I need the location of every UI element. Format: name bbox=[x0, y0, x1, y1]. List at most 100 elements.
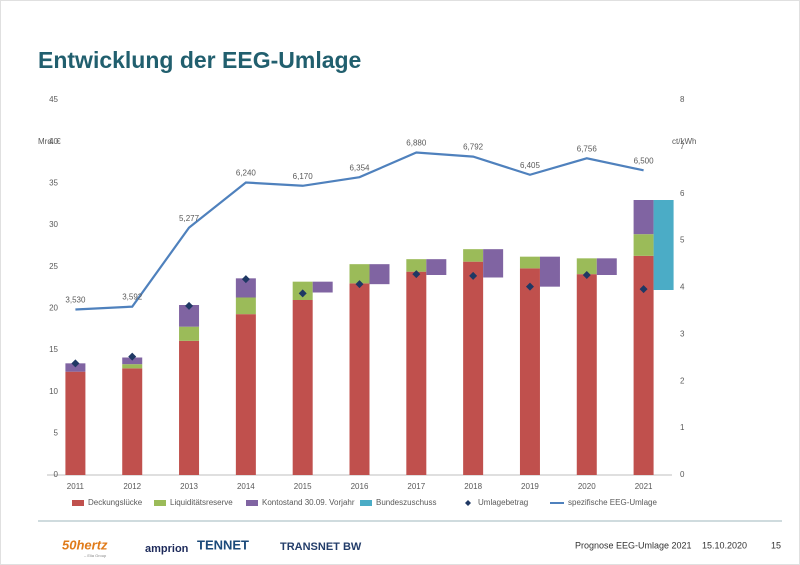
bar-segment bbox=[292, 300, 313, 475]
bar-segment bbox=[539, 256, 560, 287]
bar-segment bbox=[312, 281, 333, 293]
marker bbox=[525, 282, 534, 291]
legend-label: spezifische EEG-Umlage bbox=[568, 498, 657, 507]
y2-tick-label: 4 bbox=[680, 283, 685, 292]
y-axis-label: Mrd. € bbox=[38, 137, 61, 146]
bar-segment bbox=[179, 340, 200, 475]
bar-segment bbox=[519, 268, 540, 475]
bar-segment bbox=[406, 271, 427, 475]
y-tick-label: 10 bbox=[49, 387, 58, 396]
bar-segment bbox=[122, 368, 143, 475]
data-label: 3,530 bbox=[65, 296, 86, 305]
x-tick-label: 2017 bbox=[407, 482, 425, 491]
bar-segment bbox=[463, 249, 484, 262]
y2-tick-label: 6 bbox=[680, 189, 685, 198]
marker bbox=[241, 275, 250, 284]
data-label: 5,277 bbox=[179, 214, 200, 223]
data-label: 6,756 bbox=[577, 144, 598, 153]
y-tick-label: 35 bbox=[49, 178, 58, 187]
y-tick-label: 20 bbox=[49, 303, 58, 312]
y2-tick-label: 1 bbox=[680, 423, 685, 432]
bar-segment bbox=[426, 259, 447, 275]
bar-segment bbox=[483, 249, 504, 278]
marker bbox=[412, 270, 421, 279]
x-tick-label: 2019 bbox=[521, 482, 539, 491]
legend-label: Umlagebetrag bbox=[478, 498, 528, 507]
bar-segment bbox=[122, 357, 143, 365]
legend-label: Liquiditätsreserve bbox=[170, 498, 233, 507]
x-tick-label: 2011 bbox=[67, 482, 85, 491]
slide-title: Entwicklung der EEG-Umlage bbox=[38, 47, 361, 73]
x-tick-label: 2014 bbox=[237, 482, 255, 491]
data-label: 6,792 bbox=[463, 143, 484, 152]
data-label: 6,500 bbox=[634, 156, 655, 165]
x-tick-label: 2012 bbox=[123, 482, 141, 491]
bar-segment bbox=[65, 371, 86, 475]
bar-segment bbox=[463, 261, 484, 475]
y-tick-label: 30 bbox=[49, 220, 58, 229]
data-label: 6,405 bbox=[520, 161, 541, 170]
bar-segment bbox=[369, 264, 390, 285]
bar-segment bbox=[576, 274, 597, 475]
y-tick-label: 15 bbox=[49, 345, 58, 354]
legend-label: Bundeszuschuss bbox=[376, 498, 436, 507]
bar-segment bbox=[653, 200, 674, 290]
legend-swatch bbox=[154, 500, 166, 506]
x-tick-label: 2013 bbox=[180, 482, 198, 491]
bar-segment bbox=[179, 326, 200, 341]
marker bbox=[185, 301, 194, 310]
y2-tick-label: 0 bbox=[680, 470, 685, 479]
data-label: 6,354 bbox=[349, 163, 370, 172]
legend-swatch bbox=[246, 500, 258, 506]
y-tick-label: 25 bbox=[49, 262, 58, 271]
x-tick-label: 2016 bbox=[351, 482, 369, 491]
y2-tick-label: 5 bbox=[680, 236, 685, 245]
y2-tick-label: 3 bbox=[680, 329, 685, 338]
legend-swatch bbox=[72, 500, 84, 506]
marker bbox=[639, 285, 648, 294]
y2-tick-label: 8 bbox=[680, 95, 685, 104]
marker bbox=[355, 280, 364, 289]
marker bbox=[582, 271, 591, 279]
bar-segment bbox=[235, 314, 256, 475]
bar-segment bbox=[122, 364, 143, 369]
data-label: 6,240 bbox=[236, 169, 257, 178]
footer-date: 15.10.2020 bbox=[702, 540, 747, 550]
logo: TRANSNET BW bbox=[280, 541, 362, 553]
footer-page: 15 bbox=[771, 540, 781, 550]
y-tick-label: 5 bbox=[54, 428, 59, 437]
x-tick-label: 2020 bbox=[578, 482, 596, 491]
bar-segment bbox=[349, 264, 370, 284]
logo: TENNET bbox=[197, 537, 249, 552]
logo: 50hertz bbox=[62, 537, 108, 552]
logo-note: – Elia Group bbox=[84, 553, 107, 558]
bar-segment bbox=[576, 258, 597, 275]
y-tick-label: 40 bbox=[49, 137, 58, 146]
logo: amprion bbox=[145, 543, 189, 555]
bar-segment bbox=[633, 234, 654, 256]
data-label: 6,880 bbox=[406, 139, 427, 148]
y-tick-label: 0 bbox=[54, 470, 59, 479]
bar-segment bbox=[406, 259, 427, 272]
data-label: 3,592 bbox=[122, 293, 143, 302]
marker bbox=[298, 289, 307, 298]
legend-label: Kontostand 30.09. Vorjahr bbox=[262, 498, 355, 507]
data-label: 6,170 bbox=[293, 172, 314, 181]
y-tick-label: 45 bbox=[49, 95, 58, 104]
y2-tick-label: 2 bbox=[680, 376, 685, 385]
bar-segment bbox=[633, 255, 654, 475]
bar-segment bbox=[235, 297, 256, 315]
bar-segment bbox=[235, 278, 256, 298]
bar-segment bbox=[519, 256, 540, 269]
bar-segment bbox=[349, 283, 370, 475]
line bbox=[75, 151, 644, 311]
marker bbox=[469, 271, 478, 280]
marker bbox=[128, 352, 137, 361]
bar-segment bbox=[596, 258, 617, 275]
x-tick-label: 2015 bbox=[294, 482, 312, 491]
bar-segment bbox=[179, 305, 200, 327]
bar-segment bbox=[65, 363, 86, 372]
legend-label: Deckungslücke bbox=[88, 498, 143, 507]
marker bbox=[71, 359, 80, 368]
